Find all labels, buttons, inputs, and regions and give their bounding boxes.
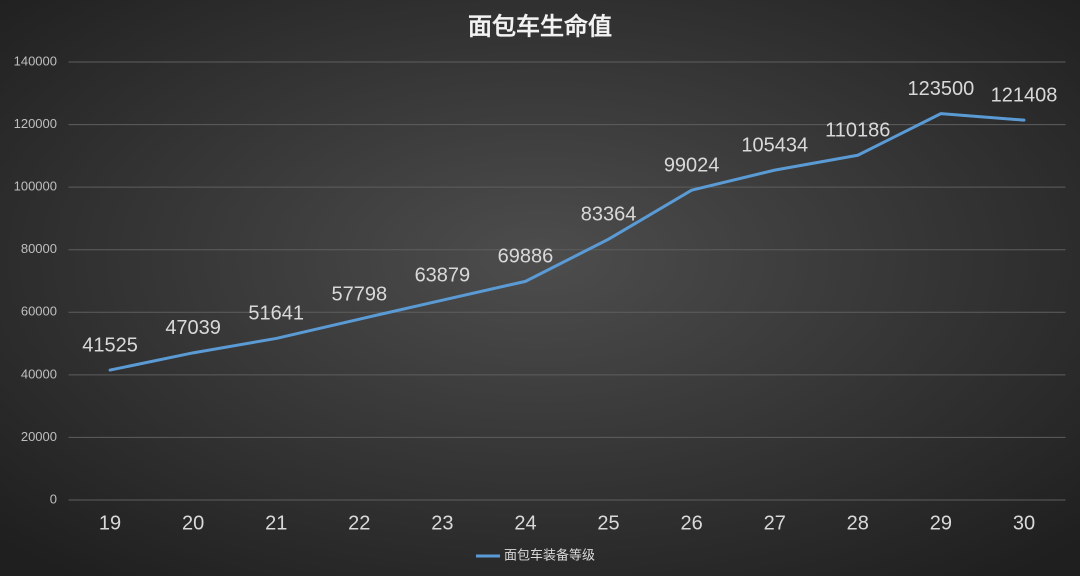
data-label: 57798 — [331, 283, 387, 305]
x-tick-label: 30 — [1013, 512, 1035, 534]
x-tick-label: 21 — [265, 512, 287, 534]
y-tick-label: 80000 — [21, 241, 57, 256]
y-tick-label: 60000 — [21, 304, 57, 319]
data-label: 47039 — [165, 317, 221, 339]
x-tick-label: 28 — [847, 512, 869, 534]
x-tick-label: 22 — [348, 512, 370, 534]
y-tick-label: 100000 — [14, 179, 57, 194]
x-tick-label: 26 — [681, 512, 703, 534]
legend-label: 面包车装备等级 — [504, 547, 595, 562]
y-tick-label: 140000 — [14, 53, 57, 68]
data-label: 83364 — [581, 203, 637, 225]
y-tick-label: 0 — [50, 491, 57, 506]
x-tick-label: 23 — [431, 512, 453, 534]
x-tick-label: 24 — [514, 512, 536, 534]
data-label: 51641 — [248, 303, 304, 325]
data-label: 121408 — [991, 84, 1058, 106]
y-tick-label: 40000 — [21, 366, 57, 381]
data-label: 99024 — [664, 154, 720, 176]
x-tick-label: 27 — [764, 512, 786, 534]
chart-title: 面包车生命值 — [468, 12, 612, 40]
data-label: 123500 — [908, 78, 975, 100]
series-line — [108, 112, 1026, 372]
data-label: 63879 — [415, 264, 471, 286]
data-label: 69886 — [498, 246, 554, 268]
y-tick-label: 120000 — [14, 116, 57, 131]
x-tick-label: 29 — [930, 512, 952, 534]
y-tick-label: 20000 — [21, 429, 57, 444]
data-label: 110186 — [825, 120, 890, 142]
x-tick-label: 20 — [182, 512, 204, 534]
x-tick-label: 25 — [597, 512, 619, 534]
data-label: 41525 — [82, 334, 138, 356]
data-label: 105434 — [741, 134, 808, 156]
x-tick-label: 19 — [99, 512, 121, 534]
